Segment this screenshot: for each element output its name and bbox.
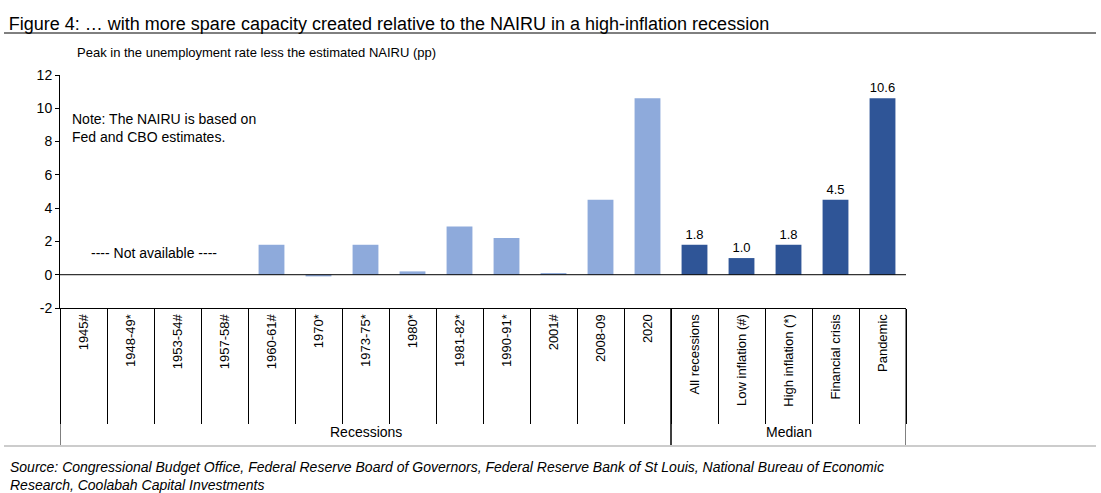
- svg-text:1980*: 1980*: [405, 314, 420, 348]
- svg-text:Note: The NAIRU is based onFed: Note: The NAIRU is based onFed and CBO e…: [72, 111, 256, 145]
- svg-text:-2: -2: [40, 300, 53, 316]
- svg-text:Financial crisis: Financial crisis: [828, 314, 843, 400]
- svg-text:Source: Congressional Budget O: Source: Congressional Budget Office, Fed…: [10, 459, 884, 493]
- svg-text:Pandemic: Pandemic: [875, 314, 890, 372]
- svg-text:12: 12: [37, 67, 53, 83]
- svg-text:Median: Median: [766, 424, 812, 440]
- svg-text:2008-09: 2008-09: [593, 314, 608, 362]
- svg-text:0: 0: [44, 267, 52, 283]
- svg-text:1960-61#: 1960-61#: [264, 313, 279, 369]
- svg-text:10: 10: [37, 100, 53, 116]
- svg-text:1.8: 1.8: [779, 227, 797, 242]
- svg-text:1.8: 1.8: [685, 227, 703, 242]
- svg-text:2001#: 2001#: [546, 313, 561, 350]
- svg-text:Low inflation (#): Low inflation (#): [734, 314, 749, 406]
- svg-text:6: 6: [44, 167, 52, 183]
- svg-text:1948-49*: 1948-49*: [123, 314, 138, 367]
- svg-text:2020: 2020: [640, 314, 655, 343]
- svg-text:Peak in the unemployment rate: Peak in the unemployment rate less the e…: [77, 45, 436, 60]
- svg-text:2: 2: [44, 233, 52, 249]
- svg-text:4: 4: [44, 200, 52, 216]
- svg-text:High inflation (*): High inflation (*): [781, 314, 796, 407]
- svg-text:1981-82*: 1981-82*: [452, 314, 467, 367]
- svg-text:1990-91*: 1990-91*: [499, 314, 514, 367]
- svg-text:4.5: 4.5: [826, 182, 844, 197]
- svg-text:Figure 4: … with more spare ca: Figure 4: … with more spare capacity cre…: [9, 14, 769, 34]
- svg-text:1953-54#: 1953-54#: [170, 313, 185, 369]
- svg-text:Recessions: Recessions: [330, 424, 402, 440]
- svg-text:All recessions: All recessions: [687, 314, 702, 395]
- svg-text:10.6: 10.6: [870, 80, 895, 95]
- svg-text:1973-75*: 1973-75*: [358, 314, 373, 367]
- svg-text:---- Not available ----: ---- Not available ----: [91, 245, 217, 261]
- svg-text:1970*: 1970*: [311, 314, 326, 348]
- svg-text:1.0: 1.0: [732, 240, 750, 255]
- svg-text:1957-58#: 1957-58#: [217, 313, 232, 369]
- svg-text:1945#: 1945#: [76, 313, 91, 350]
- svg-text:8: 8: [44, 133, 52, 149]
